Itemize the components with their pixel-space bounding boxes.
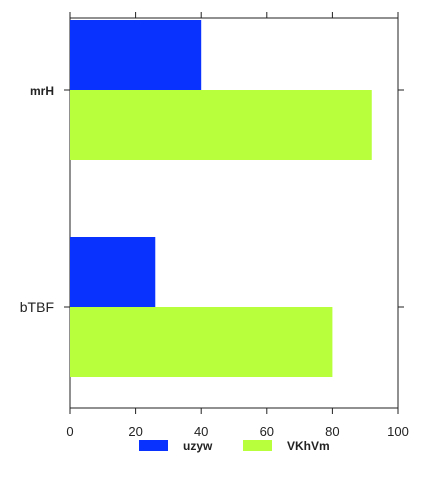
x-tick-label: 40 [194, 424, 208, 439]
y-category-label: bTBF [20, 299, 54, 315]
x-tick-label: 80 [325, 424, 339, 439]
bar-VKhVm-bTBF [70, 307, 332, 377]
x-tick-label: 0 [66, 424, 73, 439]
bar-uzyw-mrH [70, 20, 201, 90]
legend-swatch-VKhVm [243, 440, 272, 451]
legend-label-VKhVm: VKhVm [287, 439, 330, 453]
x-tick-label: 60 [260, 424, 274, 439]
legend-swatch-uzyw [139, 440, 168, 451]
legend: uzyw VKhVm [139, 439, 330, 453]
bars-layer [70, 20, 372, 377]
legend-label-uzyw: uzyw [183, 439, 213, 453]
bar-VKhVm-mrH [70, 90, 372, 160]
x-tick-label: 100 [387, 424, 409, 439]
x-tick-label: 20 [128, 424, 142, 439]
bar-uzyw-bTBF [70, 237, 155, 307]
y-category-label: mrH [30, 84, 54, 98]
